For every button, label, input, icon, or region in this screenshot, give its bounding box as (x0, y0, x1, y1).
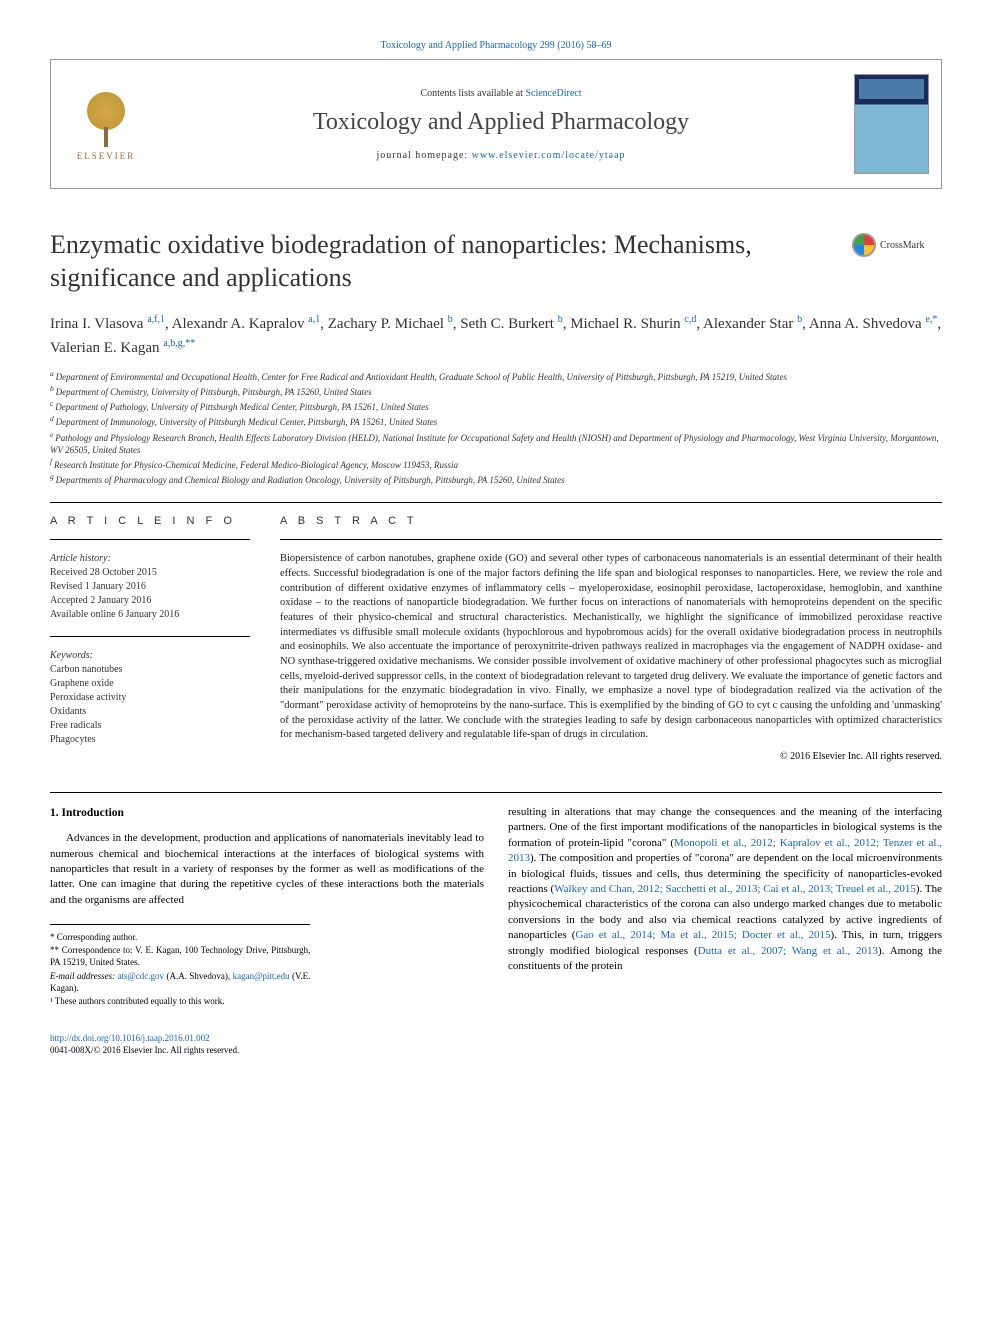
authors-list: Irina I. Vlasova a,f,1, Alexandr A. Kapr… (50, 312, 942, 359)
body-paragraph: resulting in alterations that may change… (508, 805, 942, 974)
journal-cover-thumbnail (854, 74, 929, 174)
divider (280, 539, 942, 540)
affiliation-line: f Research Institute for Physico-Chemica… (50, 457, 942, 471)
email-link-1[interactable]: ats@cdc.gov (118, 971, 165, 981)
footnotes: * Corresponding author. ** Correspondenc… (50, 924, 310, 1007)
affiliation-line: b Department of Chemistry, University of… (50, 384, 942, 398)
journal-cover-box (841, 60, 941, 188)
page-footer: http://dx.doi.org/10.1016/j.taap.2016.01… (50, 1032, 942, 1056)
contents-prefix: Contents lists available at (420, 88, 525, 99)
author-name: , Michael R. Shurin (563, 316, 685, 332)
affiliations-list: a Department of Environmental and Occupa… (50, 369, 942, 486)
crossmark-badge[interactable]: CrossMark (852, 233, 942, 257)
journal-citation: Toxicology and Applied Pharmacology 299 … (50, 40, 942, 51)
crossmark-icon (852, 233, 876, 257)
author-name: Irina I. Vlasova (50, 316, 147, 332)
author-affil-link[interactable]: e,* (925, 314, 937, 325)
body-text: 1. Introduction Advances in the developm… (50, 805, 942, 1008)
section-heading-intro: 1. Introduction (50, 805, 484, 821)
affiliation-line: e Pathology and Physiology Research Bran… (50, 430, 942, 456)
history-line: Accepted 2 January 2016 (50, 594, 250, 608)
author-name: , Anna A. Shvedova (802, 316, 925, 332)
author-affil-link[interactable]: a,f,1 (147, 314, 165, 325)
citation-link[interactable]: Gao et al., 2014; Ma et al., 2015; Docte… (575, 929, 830, 941)
article-title: Enzymatic oxidative biodegradation of na… (50, 229, 832, 294)
keyword: Graphene oxide (50, 677, 250, 691)
body-paragraph: Advances in the development, production … (50, 831, 484, 908)
article-info-heading: A R T I C L E I N F O (50, 515, 250, 527)
crossmark-label: CrossMark (880, 240, 924, 251)
history-label: Article history: (50, 552, 250, 566)
author-affil-link[interactable]: a,1 (308, 314, 320, 325)
citation-link[interactable]: Monopoli et al., 2012; Kapralov et al., … (508, 837, 942, 864)
divider (50, 792, 942, 793)
history-line: Received 28 October 2015 (50, 566, 250, 580)
equal-contribution-note: ¹ These authors contributed equally to t… (50, 995, 310, 1007)
body-column-left: 1. Introduction Advances in the developm… (50, 805, 484, 1008)
history-line: Available online 6 January 2016 (50, 608, 250, 622)
journal-citation-link[interactable]: Toxicology and Applied Pharmacology 299 … (381, 40, 612, 51)
history-line: Revised 1 January 2016 (50, 580, 250, 594)
email-label: E-mail addresses: (50, 971, 118, 981)
abstract-section: A B S T R A C T Biopersistence of carbon… (280, 515, 942, 762)
journal-homepage-line: journal homepage: www.elsevier.com/locat… (376, 150, 625, 161)
keywords-block: Keywords: Carbon nanotubesGraphene oxide… (50, 649, 250, 747)
sciencedirect-link[interactable]: ScienceDirect (525, 88, 581, 99)
author-affil-link[interactable]: c,d (684, 314, 696, 325)
email-addresses: E-mail addresses: ats@cdc.gov (A.A. Shve… (50, 970, 310, 994)
divider (50, 636, 250, 637)
body-column-right: resulting in alterations that may change… (508, 805, 942, 1008)
publisher-name: ELSEVIER (77, 151, 136, 161)
doi-link[interactable]: http://dx.doi.org/10.1016/j.taap.2016.01… (50, 1033, 210, 1043)
keyword: Oxidants (50, 705, 250, 719)
divider (50, 502, 942, 503)
author-name: , Seth C. Burkert (453, 316, 558, 332)
affiliation-line: g Departments of Pharmacology and Chemic… (50, 472, 942, 486)
contents-available-line: Contents lists available at ScienceDirec… (420, 88, 581, 99)
citation-link[interactable]: Dutta et al., 2007; Wang et al., 2013 (698, 945, 878, 957)
affiliation-line: c Department of Pathology, University of… (50, 399, 942, 413)
corresponding-author-1: * Corresponding author. (50, 931, 310, 943)
email-after-1: (A.A. Shvedova), (164, 971, 233, 981)
corresponding-author-2: ** Correspondence to: V. E. Kagan, 100 T… (50, 944, 310, 968)
author-name: , Alexander Star (696, 316, 797, 332)
author-name: , Zachary P. Michael (320, 316, 447, 332)
author-affil-link[interactable]: a,b,g,** (163, 338, 195, 349)
keyword: Carbon nanotubes (50, 663, 250, 677)
journal-header: ELSEVIER Contents lists available at Sci… (50, 59, 942, 189)
abstract-copyright: © 2016 Elsevier Inc. All rights reserved… (280, 751, 942, 762)
publisher-logo-box: ELSEVIER (51, 60, 161, 188)
keyword: Phagocytes (50, 733, 250, 747)
affiliation-line: a Department of Environmental and Occupa… (50, 369, 942, 383)
elsevier-logo: ELSEVIER (66, 74, 146, 174)
keyword: Free radicals (50, 719, 250, 733)
article-history: Article history: Received 28 October 201… (50, 552, 250, 622)
keyword: Peroxidase activity (50, 691, 250, 705)
article-info-sidebar: A R T I C L E I N F O Article history: R… (50, 515, 250, 762)
journal-homepage-link[interactable]: www.elsevier.com/locate/ytaap (472, 150, 626, 161)
citation-link[interactable]: Walkey and Chan, 2012; Sacchetti et al.,… (554, 883, 916, 895)
abstract-heading: A B S T R A C T (280, 515, 942, 527)
journal-header-center: Contents lists available at ScienceDirec… (161, 60, 841, 188)
author-name: , Alexandr A. Kapralov (165, 316, 308, 332)
homepage-prefix: journal homepage: (376, 150, 471, 161)
journal-name: Toxicology and Applied Pharmacology (313, 109, 689, 136)
abstract-text: Biopersistence of carbon nanotubes, grap… (280, 552, 942, 743)
affiliation-line: d Department of Immunology, University o… (50, 414, 942, 428)
elsevier-tree-icon (76, 87, 136, 147)
keywords-label: Keywords: (50, 649, 250, 663)
email-link-2[interactable]: kagan@pitt.edu (233, 971, 290, 981)
divider (50, 539, 250, 540)
issn-copyright: 0041-008X/© 2016 Elsevier Inc. All right… (50, 1044, 942, 1056)
